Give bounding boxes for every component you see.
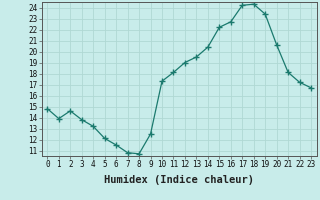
X-axis label: Humidex (Indice chaleur): Humidex (Indice chaleur) [104, 175, 254, 185]
